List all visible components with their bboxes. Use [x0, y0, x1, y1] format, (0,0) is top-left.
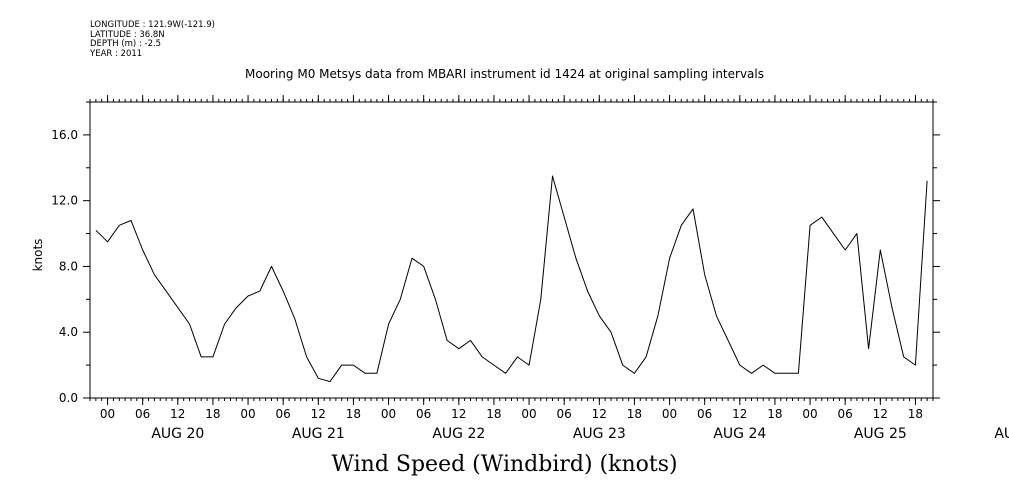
x-hour-tick-label: 12 — [592, 407, 607, 421]
x-hour-tick-label: 06 — [416, 407, 431, 421]
x-day-label: AUG 25 — [854, 426, 907, 442]
latitude-label: LATITUDE : 36.8N — [90, 29, 165, 40]
tick-labels: 00 06 12 18 00 06 12 18 00 06 12 18 00 06 12 18 00 06 12 18… — [51, 128, 1009, 442]
year-label: YEAR : 2011 — [90, 48, 143, 59]
x-hour-tick-label: 12 — [311, 407, 326, 421]
x-hour-tick-label: 00 — [802, 407, 817, 421]
x-hour-tick-label: 06 — [557, 407, 572, 421]
x-hour-tick-label: 00 — [662, 407, 677, 421]
y-axis-label: knots — [31, 239, 45, 272]
x-hour-tick-label: 00 — [381, 407, 396, 421]
x-hour-tick-label: 12 — [732, 407, 747, 421]
series-group — [95, 175, 928, 383]
plot-frame — [89, 101, 934, 399]
x-day-label: AUG 23 — [573, 426, 626, 442]
x-hour-tick-label: 12 — [170, 407, 185, 421]
y-tick-label: 4.0 — [59, 325, 78, 339]
x-hour-tick-label: 12 — [451, 407, 466, 421]
x-hour-tick-label: 12 — [873, 407, 888, 421]
wind-speed-series-line — [95, 175, 928, 383]
x-axis-label: Wind Speed (Windbird) (knots) — [331, 452, 678, 477]
y-tick-label: 0.0 — [59, 391, 78, 405]
x-hour-tick-label: 06 — [276, 407, 291, 421]
x-hour-tick-label: 06 — [697, 407, 712, 421]
y-tick-label: 8.0 — [59, 259, 78, 273]
x-hour-tick-label: 06 — [135, 407, 150, 421]
x-hour-tick-label: 00 — [521, 407, 536, 421]
y-tick-label: 16.0 — [51, 128, 78, 142]
x-hour-tick-label: 06 — [838, 407, 853, 421]
x-hour-tick-label: 18 — [346, 407, 361, 421]
x-hour-tick-label: 18 — [908, 407, 923, 421]
x-hour-tick-label: 18 — [205, 407, 220, 421]
x-day-label: AUG 24 — [713, 426, 766, 442]
x-day-label: AUG 22 — [432, 426, 485, 442]
x-hour-tick-label: 18 — [767, 407, 782, 421]
metadata-block: LONGITUDE : 121.9W(-121.9) LATITUDE : 36… — [90, 20, 215, 59]
x-hour-tick-label: 00 — [100, 407, 115, 421]
x-hour-tick-label: 18 — [486, 407, 501, 421]
y-tick-label: 12.0 — [51, 194, 78, 208]
x-hour-tick-label: 18 — [627, 407, 642, 421]
x-day-label: AUG 20 — [151, 426, 204, 442]
x-day-label: AUG 26 — [994, 426, 1009, 442]
plot-border — [89, 101, 934, 399]
x-hour-tick-label: 00 — [240, 407, 255, 421]
longitude-label: LONGITUDE : 121.9W(-121.9) — [90, 20, 215, 30]
axis-ticks — [83, 95, 940, 405]
x-day-label: AUG 21 — [292, 426, 345, 442]
chart-title: Mooring M0 Metsys data from MBARI instru… — [245, 67, 764, 81]
depth-label: DEPTH (m) : -2.5 — [90, 39, 162, 49]
